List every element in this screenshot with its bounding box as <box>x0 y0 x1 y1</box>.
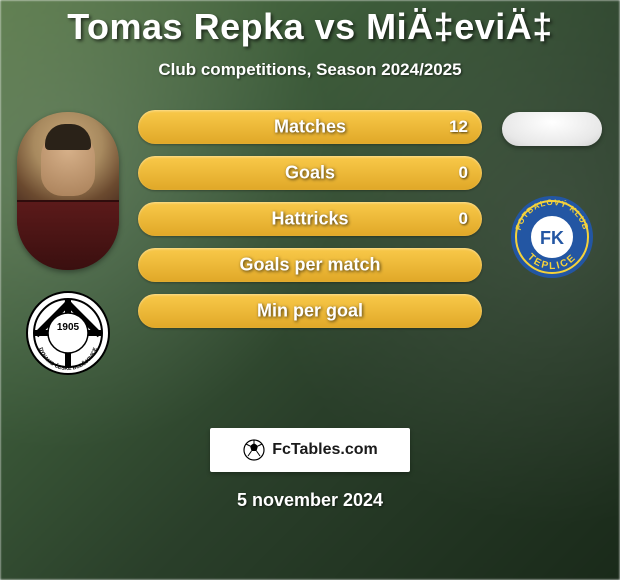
stat-label: Goals <box>285 163 335 184</box>
stat-row-min-per-goal: Min per goal <box>138 294 482 328</box>
right-player-photo-placeholder <box>502 112 602 146</box>
content-root: Tomas Repka vs MiÄ‡eviÄ‡ Club competitio… <box>0 0 620 580</box>
footer-brand-badge: FcTables.com <box>210 428 410 472</box>
left-side: 1905 DYNAMO ČESKÉ BUDĚJOVICE SK <box>8 112 128 376</box>
soccer-ball-icon <box>242 438 266 462</box>
main-row: 1905 DYNAMO ČESKÉ BUDĚJOVICE SK <box>0 112 620 376</box>
stat-right-value: 12 <box>449 117 468 137</box>
footer-date: 5 november 2024 <box>0 490 620 511</box>
stat-row-matches: Matches 12 <box>138 110 482 144</box>
left-club-crest: 1905 DYNAMO ČESKÉ BUDĚJOVICE SK <box>18 290 118 376</box>
stat-bars: Matches 12 Goals 0 Hattricks 0 Goals per… <box>128 110 492 328</box>
stat-right-value: 0 <box>459 209 468 229</box>
subtitle: Club competitions, Season 2024/2025 <box>0 60 620 80</box>
stat-label: Matches <box>274 117 346 138</box>
svg-text:SK: SK <box>64 298 72 304</box>
page-title: Tomas Repka vs MiÄ‡eviÄ‡ <box>0 0 620 48</box>
stat-row-goals: Goals 0 <box>138 156 482 190</box>
left-player-photo <box>17 112 119 270</box>
stat-label: Min per goal <box>257 301 363 322</box>
stat-row-goals-per-match: Goals per match <box>138 248 482 282</box>
footer-brand-text: FcTables.com <box>272 441 378 459</box>
stat-label: Goals per match <box>239 255 380 276</box>
right-side: FK FOTBALOVÝ KLUB TEPLICE <box>492 112 612 280</box>
svg-text:FK: FK <box>540 228 564 248</box>
stat-right-value: 0 <box>459 163 468 183</box>
left-club-year: 1905 <box>57 322 80 333</box>
stat-row-hattricks: Hattricks 0 <box>138 202 482 236</box>
stat-label: Hattricks <box>271 209 348 230</box>
right-club-crest: FK FOTBALOVÝ KLUB TEPLICE <box>502 194 602 280</box>
